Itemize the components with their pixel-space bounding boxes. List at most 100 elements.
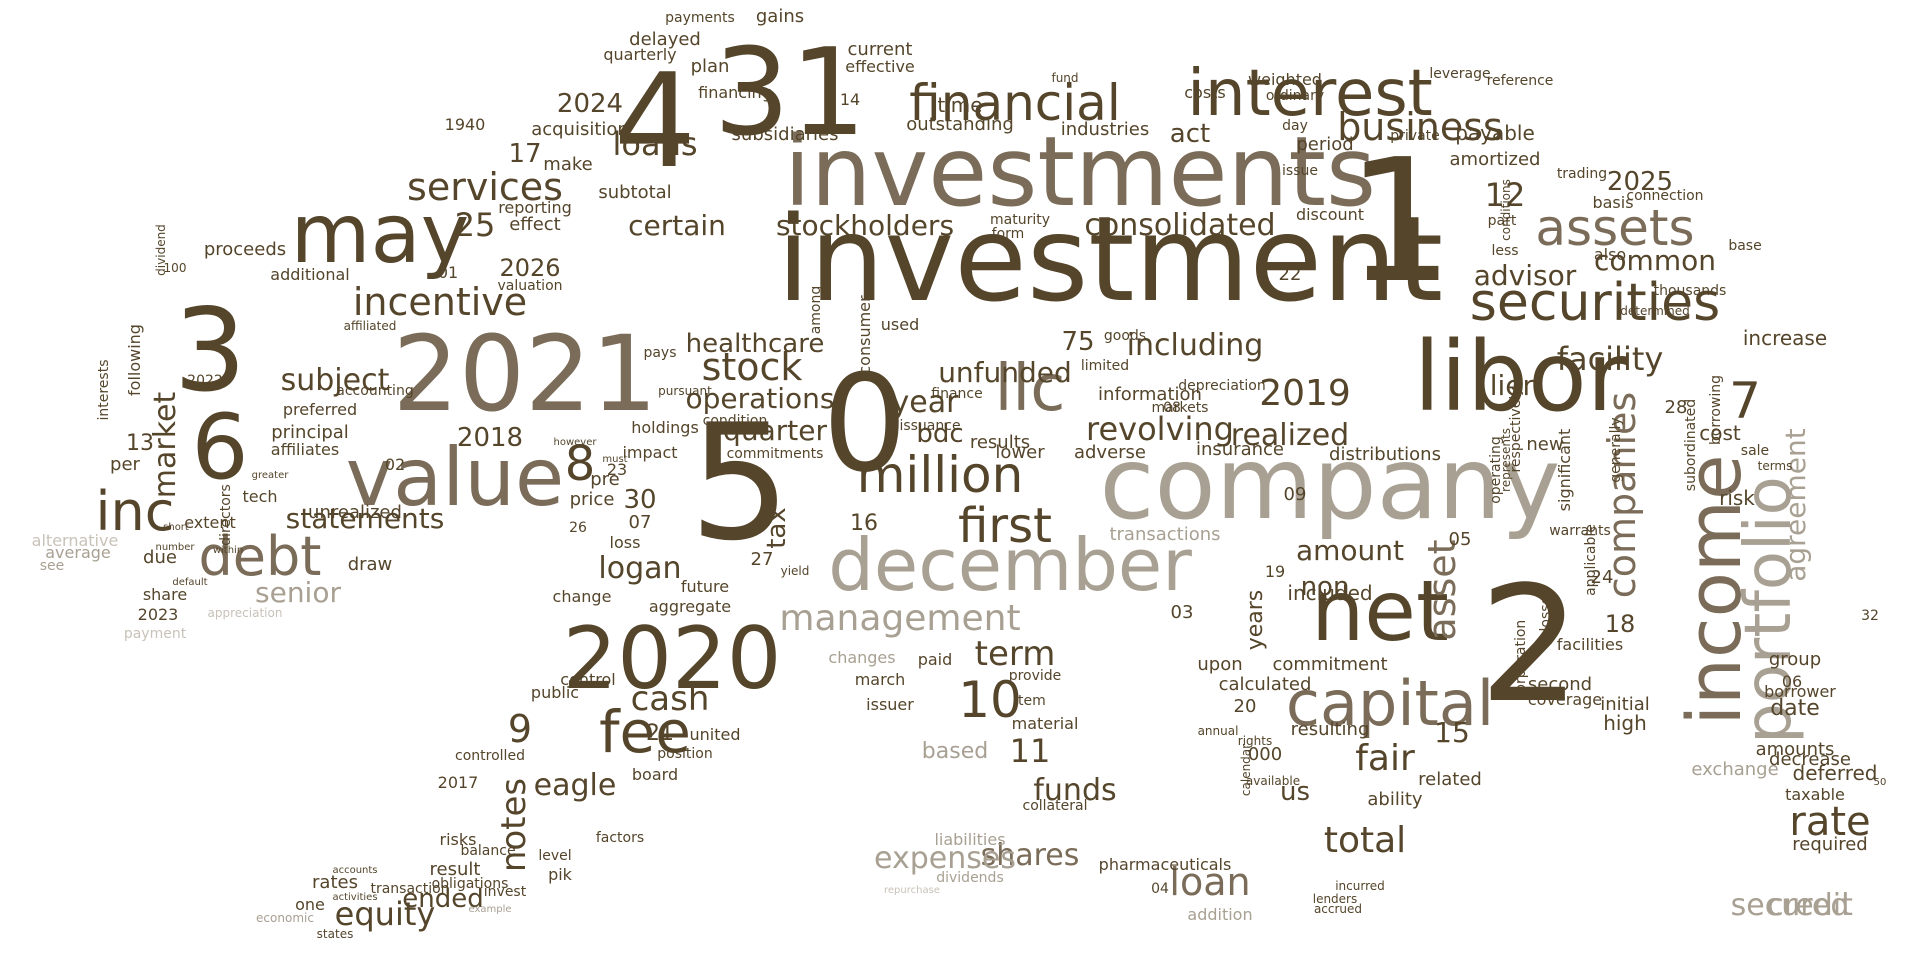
cloud-word-outstanding: outstanding	[906, 114, 1014, 135]
cloud-word-respectively: respectively	[1508, 387, 1524, 472]
cloud-word-preferred: preferred	[283, 400, 357, 419]
cloud-word-costs: costs	[1184, 83, 1226, 102]
cloud-number-5: 5	[689, 389, 791, 576]
cloud-word-dividends: dividends	[936, 870, 1004, 886]
cloud-word-capital: capital	[1286, 667, 1494, 740]
cloud-word-revolving: revolving	[1086, 410, 1234, 448]
cloud-word-affiliated: affiliated	[344, 319, 397, 333]
cloud-word-fee: fee	[599, 698, 691, 766]
cloud-word-quarter: quarter	[723, 414, 827, 447]
cloud-word-markets: markets	[1152, 400, 1209, 416]
cloud-word-average: average	[45, 543, 111, 562]
cloud-word-us: us	[1280, 777, 1310, 807]
cloud-word-total: total	[1324, 820, 1406, 861]
cloud-word-resulting: resulting	[1291, 719, 1370, 740]
cloud-word-act: act	[1170, 119, 1210, 149]
cloud-word-payable: payable	[1455, 121, 1535, 145]
cloud-word-among: among	[808, 286, 824, 335]
cloud-number-01: 01	[438, 263, 458, 282]
cloud-word-liabilities: liabilities	[934, 830, 1005, 849]
cloud-word-generally: generally	[1608, 417, 1624, 482]
cloud-word-price: price	[570, 489, 615, 510]
cloud-word-industries: industries	[1061, 119, 1150, 140]
cloud-word-payment: payment	[124, 626, 187, 642]
cloud-word-operating: operating	[1488, 436, 1504, 504]
cloud-word-incentive: incentive	[353, 280, 527, 324]
cloud-word-incurred: incurred	[1335, 879, 1385, 893]
cloud-word-default: default	[172, 577, 207, 588]
cloud-word-deferred: deferred	[1793, 761, 1878, 785]
cloud-word-base: base	[1728, 238, 1761, 254]
cloud-word-years: years	[1243, 590, 1268, 651]
cloud-word-business: business	[1337, 105, 1503, 149]
cloud-number-07: 07	[629, 512, 652, 533]
cloud-word-see: see	[40, 558, 65, 574]
cloud-word-rates: rates	[312, 872, 358, 893]
cloud-word-change: change	[553, 587, 612, 606]
cloud-word-calendar: calendar	[1239, 744, 1253, 796]
cloud-word-maturity: maturity	[990, 212, 1050, 228]
cloud-word-activities: activities	[332, 892, 377, 903]
cloud-word-portfolio: portfolio	[1732, 476, 1806, 744]
cloud-word-stock: stock	[702, 345, 803, 389]
cloud-word-fair: fair	[1355, 738, 1415, 779]
cloud-number-12: 12	[1485, 176, 1526, 214]
cloud-word-commitments: commitments	[727, 446, 824, 462]
cloud-word-represents: represents	[1499, 428, 1513, 492]
cloud-word-greater: greater	[252, 470, 290, 481]
cloud-word-board: board	[632, 765, 678, 784]
cloud-word-short: short	[163, 522, 189, 533]
cloud-word-certain: certain	[628, 209, 726, 242]
cloud-word-shares: shares	[981, 838, 1080, 873]
cloud-word-united: united	[690, 725, 741, 744]
cloud-number-50: 50	[1874, 777, 1887, 788]
cloud-word-changes: changes	[828, 648, 895, 667]
cloud-word-tech: tech	[242, 487, 277, 506]
cloud-word-equity: equity	[335, 895, 436, 933]
cloud-word-additional: additional	[270, 265, 349, 284]
cloud-word-facilities: facilities	[1557, 635, 1623, 654]
cloud-word-borrower: borrower	[1764, 682, 1836, 701]
cloud-word-collateral: collateral	[1023, 798, 1088, 814]
cloud-word-unfunded: unfunded	[938, 356, 1072, 389]
cloud-number-14: 14	[840, 90, 860, 109]
cloud-number-1: 1	[1346, 123, 1454, 321]
cloud-number-8: 8	[565, 436, 596, 492]
cloud-word-must: must	[602, 454, 627, 465]
cloud-word-states: states	[317, 927, 354, 941]
cloud-word-leverage: leverage	[1429, 66, 1490, 82]
cloud-word-value: value	[346, 431, 565, 524]
cloud-word-connection: connection	[1626, 188, 1703, 204]
cloud-word-available: available	[1246, 774, 1300, 788]
cloud-word-llc: llc	[995, 352, 1066, 426]
cloud-word-expenses: expenses	[874, 841, 1016, 876]
cloud-number-19: 19	[1265, 562, 1285, 581]
cloud-word-appreciation: appreciation	[208, 606, 283, 620]
cloud-number-2025: 2025	[1607, 167, 1673, 197]
cloud-word-calculated: calculated	[1219, 674, 1312, 695]
cloud-number-000: 000	[1248, 744, 1282, 765]
cloud-number-31: 31	[714, 24, 867, 163]
cloud-number-13: 13	[126, 431, 154, 456]
cloud-number-27: 27	[751, 549, 774, 570]
cloud-word-loss: loss	[610, 533, 641, 552]
cloud-word-term: term	[975, 634, 1056, 674]
cloud-word-first: first	[958, 498, 1052, 554]
cloud-word-pre: pre	[590, 469, 620, 490]
cloud-number-0: 0	[822, 346, 907, 502]
cloud-word-economic: economic	[256, 911, 314, 925]
cloud-word-result: result	[430, 859, 481, 880]
cloud-number-2022: 2022	[187, 373, 223, 389]
cloud-word-high: high	[1603, 711, 1647, 735]
cloud-word-however: however	[554, 437, 598, 448]
cloud-word-subject: subject	[281, 363, 390, 398]
cloud-word-private: private	[1390, 128, 1440, 144]
cloud-number-15: 15	[1434, 716, 1470, 749]
cloud-word-tax: tax	[762, 507, 792, 549]
cloud-word-assets: assets	[1535, 199, 1694, 257]
cloud-word-invest: invest	[484, 884, 527, 900]
cloud-word-amortized: amortized	[1450, 149, 1541, 170]
cloud-word-dividend: dividend	[154, 224, 168, 276]
cloud-word-interests: interests	[96, 359, 112, 420]
cloud-word-results: results	[970, 432, 1030, 453]
